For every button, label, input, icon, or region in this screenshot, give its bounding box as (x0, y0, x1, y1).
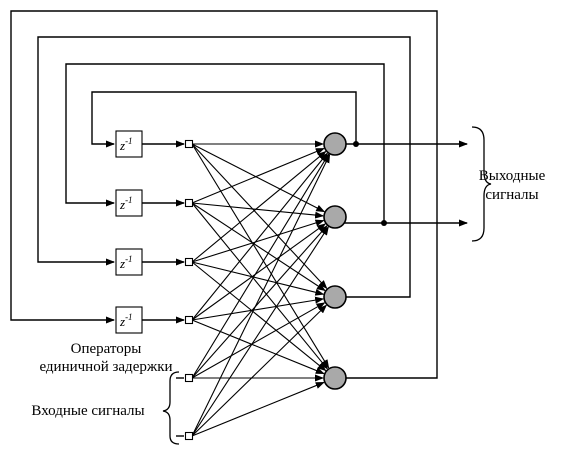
connection-edge (191, 153, 330, 379)
feedback-loop-1 (91, 91, 357, 148)
feedback-loop-2 (65, 63, 385, 223)
connection-edge (191, 304, 328, 437)
delay-unit-2: z-1 (115, 189, 185, 217)
junction-dot-2 (381, 220, 387, 226)
delay-exponent: -1 (125, 136, 133, 146)
svg-text:z-1: z-1 (119, 195, 133, 212)
output-brace (471, 126, 492, 242)
delay-exponent: -1 (125, 254, 133, 264)
delay-output-node (184, 257, 194, 267)
operators-label-line2: единичной задержки (39, 359, 172, 375)
delay-output-node (184, 139, 194, 149)
delay-exponent: -1 (125, 195, 133, 205)
connection-edge (191, 202, 328, 370)
junction-dot-1 (353, 141, 359, 147)
delay-units: z-1 z-1 z-1 z-1 (115, 130, 185, 334)
operators-label-line1: Операторы (71, 341, 142, 357)
connection-edge (191, 381, 325, 437)
delay-output-node (184, 198, 194, 208)
neuron-2 (323, 205, 347, 229)
input-node (184, 431, 194, 441)
connection-edge (191, 225, 328, 379)
connection-edge (191, 152, 328, 321)
feedback-loops (10, 10, 438, 379)
connection-edge (191, 150, 327, 263)
delay-unit-1: z-1 (115, 130, 185, 158)
connection-edge (191, 143, 330, 369)
delay-symbol: z (119, 314, 125, 329)
connection-edge (191, 219, 325, 263)
delay-symbol: z (119, 256, 125, 271)
connection-edge (191, 261, 325, 296)
connection-edge (191, 202, 326, 292)
connection-edges (191, 140, 331, 437)
delay-unit-4: z-1 (115, 306, 185, 334)
svg-text:z-1: z-1 (119, 254, 133, 271)
connection-edge (191, 319, 325, 375)
connection-edge (191, 147, 325, 204)
delay-symbol: z (119, 138, 125, 153)
outputs-label-line1: Выходные (479, 168, 546, 184)
source-nodes (184, 139, 194, 441)
neuron-3 (323, 285, 347, 309)
delay-symbol: z (119, 197, 125, 212)
input-node (184, 373, 194, 383)
connection-edge (191, 153, 331, 437)
connection-edge (191, 296, 325, 321)
delay-output-node (184, 315, 194, 325)
connection-edge (191, 223, 327, 321)
outputs-label-line2: сигналы (485, 187, 538, 203)
connection-edge (191, 143, 326, 213)
inputs-label: Входные сигналы (31, 403, 144, 419)
connection-edge (191, 261, 327, 372)
svg-text:z-1: z-1 (119, 136, 133, 153)
input-leads (176, 377, 184, 437)
output-lines (343, 140, 468, 227)
neuron-4 (323, 366, 347, 390)
svg-text:z-1: z-1 (119, 312, 133, 329)
connection-edge (191, 226, 329, 437)
connection-edge (191, 302, 326, 379)
delay-unit-3: z-1 (115, 248, 185, 276)
feedback-loop-4 (10, 10, 438, 379)
feedback-loop-3 (37, 36, 411, 298)
neurons (323, 132, 347, 390)
input-brace (162, 371, 180, 445)
delay-exponent: -1 (125, 312, 133, 322)
neuron-1 (323, 132, 347, 156)
